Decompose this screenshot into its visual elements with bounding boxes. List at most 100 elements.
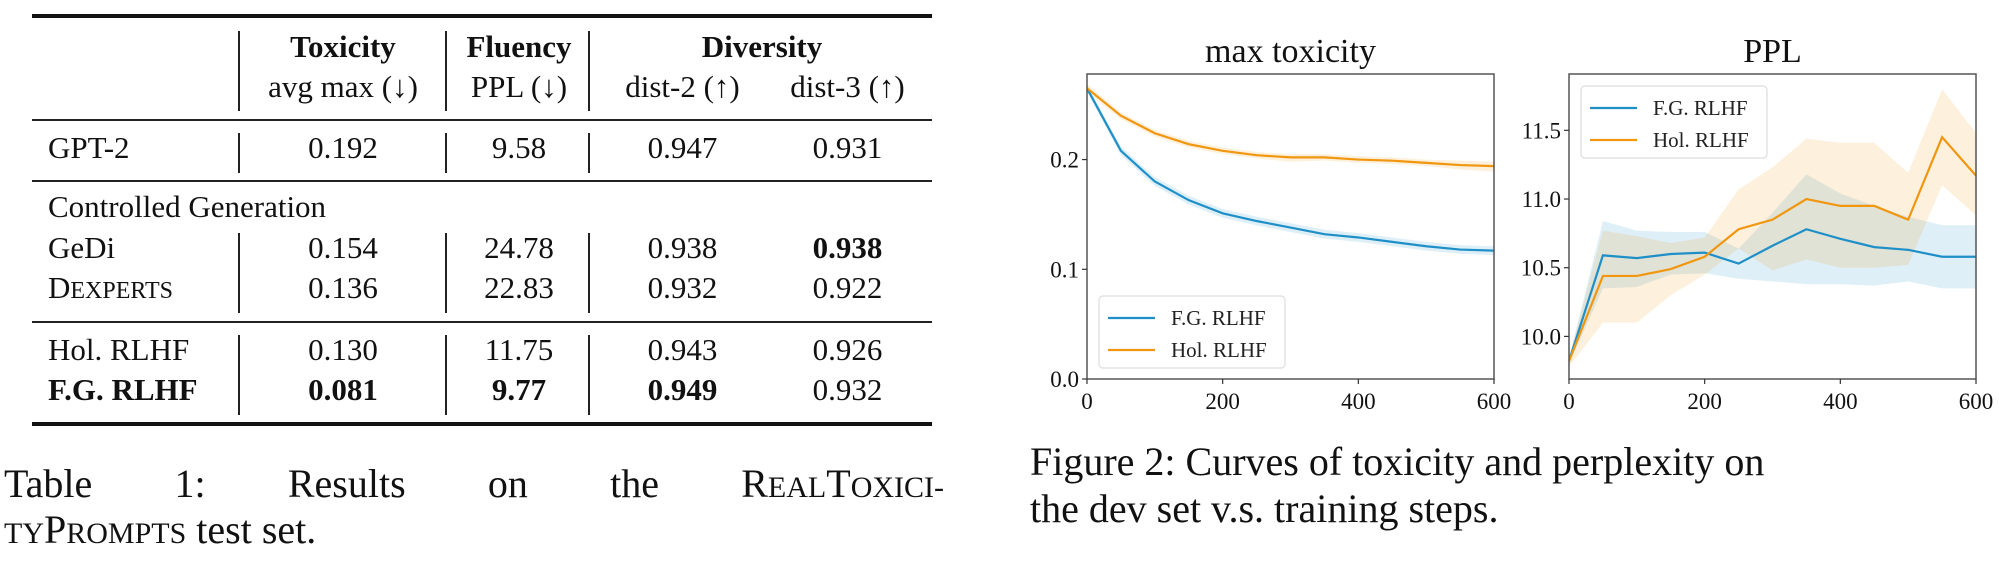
confidence-band-holrlhf	[1569, 89, 1976, 367]
figure-caption-line1: Figure 2: Curves of toxicity and perplex…	[1030, 439, 1765, 484]
legend-label: F.G. RLHF	[1171, 306, 1266, 330]
cell-dist2: 0.943	[647, 332, 718, 367]
table-section-rule	[32, 180, 932, 182]
cell-ppl: 11.75	[484, 332, 554, 367]
cell-dist3: 0.932	[812, 372, 883, 407]
x-tick-label: 0	[1081, 389, 1093, 414]
sc-small: ROMPTS	[66, 517, 187, 550]
cell-toxicity: 0.136	[308, 270, 378, 305]
cell-toxicity: 0.081	[308, 372, 378, 407]
caption-word: Results	[287, 461, 406, 506]
legend-label: Hol. RLHF	[1171, 338, 1267, 362]
caption-word: on	[487, 461, 528, 506]
row-divider	[445, 233, 447, 313]
plot-frame	[1086, 73, 1495, 380]
table-section-rule	[32, 321, 932, 323]
series-line-fgrlhf	[1087, 87, 1494, 252]
row-name: Hol. RLHF	[48, 332, 190, 367]
header-divider	[445, 31, 447, 111]
sc-small: OXICI-	[850, 471, 944, 504]
row-name: DEXPERTS	[48, 271, 173, 308]
x-tick-label: 600	[1959, 389, 1994, 414]
cell-dist2: 0.938	[647, 230, 718, 265]
section-label: Controlled Generation	[48, 189, 327, 224]
cell-toxicity: 0.192	[308, 130, 378, 165]
header-divider	[238, 31, 240, 111]
header-dist3: dist-3 (↑)	[790, 69, 905, 104]
confidence-band-fgrlhf	[1087, 84, 1494, 256]
sc-cap: R	[741, 461, 768, 506]
figure-caption-line2: the dev set v.s. training steps.	[1030, 486, 1499, 531]
y-tick-label: 10.0	[1521, 324, 1561, 349]
caption-word: the	[610, 461, 659, 506]
plot-frame	[1568, 73, 1977, 380]
sc-small: TY	[4, 517, 44, 550]
row-name-initial: D	[48, 270, 71, 305]
row-name: GeDi	[48, 230, 116, 265]
caption-dataset-name: REALTOXICI-	[741, 462, 944, 510]
header-fluency: Fluency	[466, 29, 572, 64]
chart-legend: F.G. RLHF Hol. RLHF	[1098, 295, 1286, 369]
y-tick-label: 11.0	[1522, 187, 1561, 212]
cell-dist2: 0.947	[647, 130, 718, 165]
x-tick-label: 0	[1563, 389, 1575, 414]
table-top-rule	[32, 14, 932, 18]
cell-dist2: 0.949	[647, 372, 718, 407]
table-caption-line1: Table 1: Results on the REALTOXICI-	[4, 462, 944, 510]
y-tick-label: 0.2	[1050, 148, 1079, 173]
cell-dist2: 0.932	[647, 270, 718, 305]
header-diversity: Diversity	[701, 29, 823, 64]
row-divider	[238, 335, 240, 415]
confidence-band-holrlhf	[1087, 83, 1494, 172]
cell-dist3: 0.938	[812, 230, 883, 265]
cell-ppl: 22.83	[484, 270, 554, 305]
chart-max-toxicity: max toxicity 0 200 400 600 0.0 0.1 0.2 F.G. RLHF…	[1050, 33, 1511, 414]
table-bottom-rule	[32, 422, 932, 426]
cell-dist3: 0.931	[812, 130, 883, 165]
x-tick-label: 600	[1477, 389, 1512, 414]
row-divider	[238, 133, 240, 173]
header-dist2: dist-2 (↑)	[625, 69, 740, 104]
series-line-holrlhf	[1087, 87, 1494, 168]
legend-label: F.G. RLHF	[1653, 96, 1748, 120]
sc-cap: T	[826, 461, 851, 506]
confidence-band-fgrlhf	[1569, 174, 1976, 364]
y-tick-label: 11.5	[1522, 118, 1561, 143]
series-line-fgrlhf	[1569, 228, 1976, 362]
caption-word: Table	[4, 461, 93, 506]
cell-ppl: 24.78	[484, 230, 554, 265]
chart-title: max toxicity	[1205, 33, 1376, 70]
row-divider	[445, 133, 447, 173]
caption-rest: test set.	[186, 507, 317, 552]
row-divider	[238, 233, 240, 313]
caption-word: 1:	[174, 461, 206, 506]
x-tick-label: 200	[1205, 389, 1240, 414]
table-caption-line2: TYPROMPTS test set.	[4, 508, 316, 556]
series-line-holrlhf	[1569, 135, 1976, 362]
x-tick-label: 400	[1341, 389, 1376, 414]
x-tick-label: 400	[1823, 389, 1858, 414]
cell-ppl: 9.77	[491, 372, 547, 407]
chart-legend: F.G. RLHF Hol. RLHF	[1580, 85, 1768, 159]
row-divider	[445, 335, 447, 415]
y-tick-label: 0.1	[1050, 257, 1079, 282]
sc-cap: P	[44, 507, 67, 552]
cell-toxicity: 0.130	[308, 332, 378, 367]
header-divider	[588, 31, 590, 111]
cell-toxicity: 0.154	[308, 230, 378, 265]
chart-ppl: PPL 0 200 400 600 10.0 10.5 11.0 11.5 F.G. RLHF Ho…	[1521, 33, 1994, 414]
row-divider	[588, 133, 590, 173]
chart-title: PPL	[1743, 33, 1802, 70]
header-toxicity: Toxicity	[290, 29, 396, 64]
legend-label: Hol. RLHF	[1653, 128, 1749, 152]
cell-ppl: 9.58	[491, 130, 547, 165]
table-header-rule	[32, 119, 932, 121]
x-tick-label: 200	[1687, 389, 1722, 414]
figure-charts: max toxicity 0 200 400 600 0.0 0.1 0.2 F.G. RLHF…	[1050, 33, 1994, 414]
row-divider	[588, 335, 590, 415]
header-ppl: PPL (↓)	[470, 69, 568, 104]
sc-small: EAL	[767, 471, 827, 504]
y-tick-label: 0.0	[1050, 367, 1079, 392]
cell-dist3: 0.926	[812, 332, 883, 367]
row-name: F.G. RLHF	[48, 372, 198, 407]
